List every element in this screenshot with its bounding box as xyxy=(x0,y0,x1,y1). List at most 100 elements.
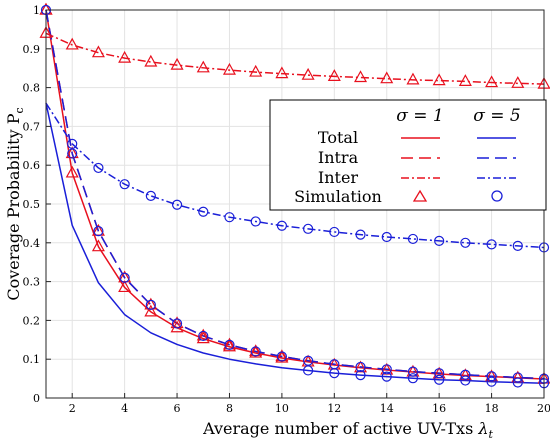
simulation-marker-circle xyxy=(512,240,523,252)
simulation-marker-triangle xyxy=(196,60,210,73)
simulation-marker-circle xyxy=(198,330,209,342)
simulation-marker-circle xyxy=(224,212,235,223)
simulation-marker-triangle xyxy=(65,165,79,178)
legend-label-total: Total xyxy=(318,128,358,147)
simulation-marker-circle xyxy=(512,377,523,388)
simulation-marker-circle xyxy=(434,235,445,246)
x-tick-label: 8 xyxy=(226,402,233,415)
simulation-marker-triangle xyxy=(170,57,184,70)
simulation-marker-triangle xyxy=(327,69,341,81)
simulation-marker-triangle xyxy=(118,280,132,293)
x-tick-label: 12 xyxy=(327,402,341,415)
simulation-marker-triangle xyxy=(275,66,289,79)
y-axis-label-subscript: c xyxy=(13,107,26,113)
simulation-marker-circle xyxy=(276,351,287,362)
y-axis-label-text: Coverage Probability xyxy=(4,129,23,300)
simulation-marker-triangle xyxy=(222,339,236,352)
simulation-marker-circle xyxy=(276,220,287,231)
series-line-inter-sigma1 xyxy=(45,32,545,85)
simulation-marker-circle xyxy=(486,371,497,382)
simulation-marker-circle xyxy=(381,231,392,243)
simulation-marker-triangle xyxy=(458,74,472,86)
simulation-marker-triangle xyxy=(380,71,394,84)
simulation-marker-circle xyxy=(381,364,392,375)
legend-swatch-simulation-sigma5 xyxy=(491,190,503,202)
y-tick-label: 0.2 xyxy=(23,314,41,327)
simulation-marker-circle xyxy=(171,199,183,210)
simulation-marker-triangle xyxy=(301,67,315,80)
y-axis-label-symbol: P xyxy=(4,113,23,124)
simulation-marker-triangle xyxy=(118,50,132,63)
x-tick-label: 2 xyxy=(69,402,76,415)
x-tick-label: 10 xyxy=(275,402,289,415)
y-tick-label: 0 xyxy=(33,392,40,405)
simulation-marker-triangle xyxy=(222,62,236,75)
simulation-marker-circle xyxy=(486,239,497,250)
simulation-marker-circle xyxy=(198,206,209,217)
simulation-marker-circle xyxy=(460,237,471,248)
simulation-marker-circle xyxy=(303,355,314,366)
simulation-marker-triangle xyxy=(249,64,263,77)
simulation-marker-circle xyxy=(171,318,183,329)
y-tick-label: 0.4 xyxy=(23,237,41,250)
tick-labels: 2 4 6 8 10 12 14 16 18 20 0 0.1 0.2 0.3 0.4 0.5 0.6 0.7 0.… xyxy=(23,4,550,415)
simulation-marker-triangle xyxy=(249,345,263,358)
y-tick-label: 1 xyxy=(33,4,40,17)
y-tick-label: 0.5 xyxy=(23,198,41,211)
simulation-marker-triangle xyxy=(511,76,525,88)
simulation-marker-triangle xyxy=(144,304,158,317)
simulation-marker-circle xyxy=(145,190,156,201)
x-tick-label: 18 xyxy=(485,402,499,415)
x-tick-label: 20 xyxy=(537,402,550,415)
y-tick-label: 0.9 xyxy=(23,43,41,56)
simulation-marker-triangle xyxy=(196,331,210,344)
legend-header-sigma1: σ = 1 xyxy=(396,106,443,126)
simulation-marker-circle xyxy=(434,368,445,379)
y-tick-label: 0.6 xyxy=(23,159,41,172)
simulation-marker-circle xyxy=(460,369,471,380)
legend-label-simulation: Simulation xyxy=(294,187,382,206)
simulation-marker-circle xyxy=(486,376,497,387)
simulation-marker-circle xyxy=(329,226,340,238)
y-tick-label: 0.1 xyxy=(23,353,41,366)
simulation-marker-circle xyxy=(381,371,392,382)
simulation-marker-circle xyxy=(303,365,314,376)
simulation-marker-circle xyxy=(355,229,366,240)
simulation-marker-triangle xyxy=(91,45,105,58)
simulation-marker-triangle xyxy=(406,72,420,85)
x-tick-label: 6 xyxy=(174,402,181,415)
y-tick-label: 0.8 xyxy=(23,82,41,95)
x-tick-label: 14 xyxy=(380,402,394,415)
simulation-marker-circle xyxy=(303,223,314,234)
simulation-marker-triangle xyxy=(91,239,105,252)
simulation-marker-circle xyxy=(407,373,419,384)
simulation-marker-circle xyxy=(460,375,471,386)
simulation-marker-circle xyxy=(93,226,104,237)
x-axis-label-symbol: λ xyxy=(477,419,488,438)
plot-area xyxy=(39,2,550,389)
legend: σ = 1 σ = 5 Total Intra Inter Simulation xyxy=(269,99,547,211)
legend-label-intra: Intra xyxy=(318,148,359,167)
simulation-marker-triangle xyxy=(485,75,499,88)
simulation-marker-circle xyxy=(67,138,78,149)
simulation-marker-circle xyxy=(250,216,261,227)
simulation-marker-triangle xyxy=(354,70,368,83)
simulation-marker-circle xyxy=(512,372,523,383)
x-tick-label: 4 xyxy=(121,402,128,415)
simulation-marker-circle xyxy=(119,272,130,283)
y-tick-label: 0.3 xyxy=(23,276,41,289)
simulation-marker-circle xyxy=(355,361,366,373)
simulation-marker-triangle xyxy=(65,37,79,50)
x-axis-label-subscript: t xyxy=(489,428,494,441)
x-axis-label: Average number of active UV-Txs λt xyxy=(202,419,493,441)
simulation-marker-circle xyxy=(407,233,419,245)
legend-header-sigma5: σ = 5 xyxy=(473,106,520,126)
simulation-marker-circle xyxy=(224,339,235,350)
simulation-marker-circle xyxy=(355,370,366,381)
x-tick-label: 16 xyxy=(432,402,446,415)
legend-swatch-simulation-sigma1 xyxy=(412,189,428,202)
y-tick-label: 0.7 xyxy=(23,120,41,133)
legend-label-inter: Inter xyxy=(318,168,359,187)
